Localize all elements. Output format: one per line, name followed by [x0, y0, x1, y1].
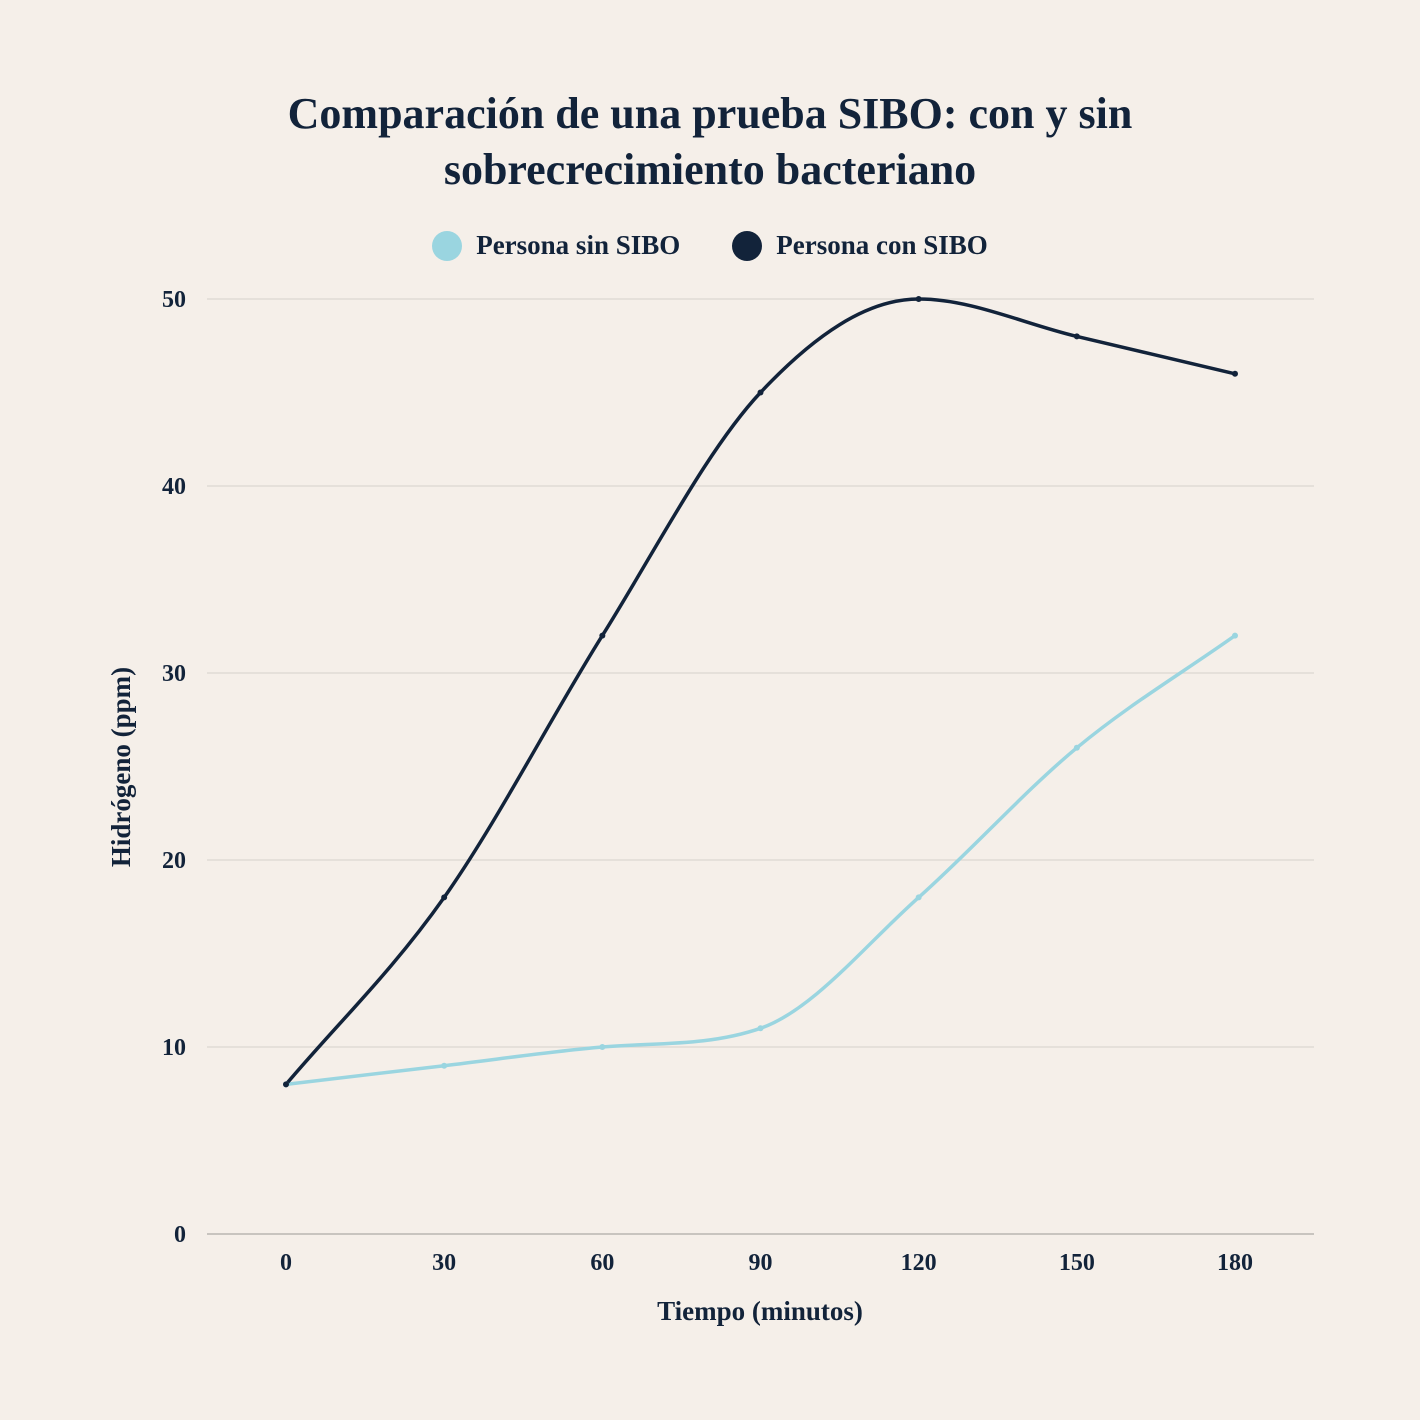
y-tick-label: 40: [162, 474, 186, 500]
chart-title-line-2: sobrecrecimiento bacteriano: [443, 145, 977, 194]
y-tick-label: 50: [162, 287, 186, 313]
legend: Persona sin SIBO Persona con SIBO: [0, 230, 1420, 261]
data-point-con-sibo[interactable]: [1232, 370, 1238, 377]
chart-title: Comparación de una prueba SIBO: con y si…: [0, 86, 1420, 198]
y-tick-label: 30: [162, 661, 186, 687]
data-point-sin-sibo[interactable]: [599, 1044, 606, 1050]
y-tick-label: 10: [162, 1035, 186, 1061]
y-axis-ticks: 0 10 20 30 40 50: [162, 287, 186, 1248]
y-tick-label: 0: [174, 1222, 186, 1248]
data-point-con-sibo[interactable]: [599, 632, 606, 639]
legend-item-con-sibo[interactable]: Persona con SIBO: [732, 230, 988, 261]
y-axis-label: Hidrógeno (ppm): [106, 667, 136, 867]
legend-label-sin-sibo: Persona sin SIBO: [476, 230, 681, 260]
y-tick-label: 20: [162, 848, 186, 874]
data-point-sin-sibo[interactable]: [915, 894, 922, 901]
legend-marker-con-sibo: [732, 230, 763, 261]
gridlines: [207, 298, 1314, 1235]
data-point-sin-sibo[interactable]: [1232, 632, 1238, 639]
data-point-con-sibo[interactable]: [441, 894, 448, 901]
x-axis-ticks: 0 30 60 90 120 150 180: [280, 1250, 1253, 1276]
data-point-con-sibo[interactable]: [757, 389, 764, 396]
data-point-sin-sibo[interactable]: [757, 1025, 764, 1032]
x-tick-label: 120: [901, 1250, 937, 1276]
legend-marker-sin-sibo: [432, 230, 463, 261]
x-tick-label: 90: [749, 1250, 773, 1276]
series-lines: [284, 297, 1237, 1087]
legend-item-sin-sibo[interactable]: Persona sin SIBO: [432, 230, 680, 261]
data-point-con-sibo[interactable]: [283, 1081, 289, 1088]
data-point-sin-sibo[interactable]: [441, 1062, 448, 1069]
chart-title-line-1: Comparación de una prueba SIBO: con y si…: [287, 89, 1133, 138]
x-tick-label: 0: [280, 1250, 292, 1276]
x-tick-label: 60: [590, 1250, 614, 1276]
x-tick-label: 30: [432, 1250, 456, 1276]
x-axis-label: Tiempo (minutos): [657, 1296, 863, 1326]
series-line-con-sibo: [284, 297, 1237, 1087]
x-tick-label: 180: [1217, 1250, 1253, 1276]
series-points: [283, 296, 1238, 1088]
x-tick-label: 150: [1059, 1250, 1095, 1276]
data-point-con-sibo[interactable]: [1073, 333, 1080, 340]
data-point-sin-sibo[interactable]: [1073, 744, 1080, 751]
data-point-con-sibo[interactable]: [915, 296, 922, 302]
legend-label-con-sibo: Persona con SIBO: [776, 230, 988, 260]
